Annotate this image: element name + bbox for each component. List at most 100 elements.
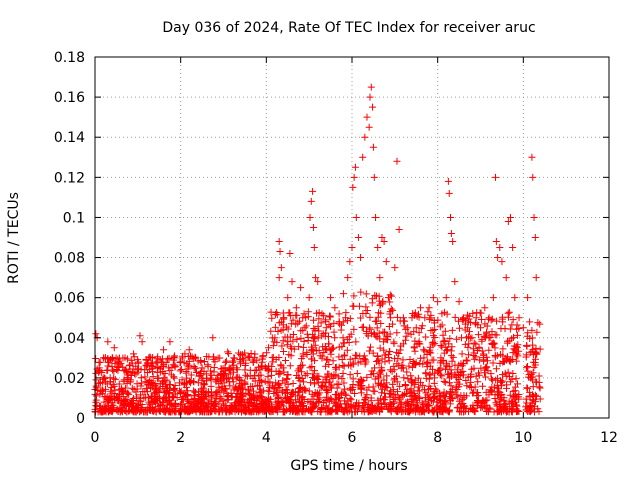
data-point [399,356,407,364]
y-tick-label: 0.06 [54,291,85,307]
data-point [149,353,157,361]
data-point [505,357,513,365]
data-point [401,317,409,325]
data-point [317,384,325,392]
data-point [290,330,298,338]
data-point [425,348,433,356]
data-point [300,310,308,318]
data-point [324,370,332,378]
data-point [324,405,332,413]
data-point [225,364,233,372]
data-point [387,292,395,300]
data-point [378,355,386,363]
data-point [513,350,521,358]
data-point [163,376,171,384]
data-point [134,359,142,367]
data-point [170,386,178,394]
data-point [372,213,380,221]
data-point [464,333,472,341]
data-point [519,324,527,332]
data-point [201,358,209,366]
data-point [138,338,146,346]
data-point [251,354,259,362]
data-point [427,311,435,319]
data-point [352,338,360,346]
data-point [226,382,234,390]
data-point [491,353,499,361]
data-point [509,405,517,413]
data-point [522,351,530,359]
data-point [357,358,365,366]
data-point [108,407,116,415]
data-point [282,406,290,414]
x-tick-label: 12 [600,430,618,446]
data-point [105,395,113,403]
data-point [228,393,236,401]
data-point [367,394,375,402]
data-point [285,309,293,317]
data-point [447,347,455,355]
data-point [398,361,406,369]
data-point [257,376,265,384]
data-point [301,385,309,393]
data-point [448,357,456,365]
data-point [363,113,371,121]
data-point [314,278,322,286]
data-point [191,395,199,403]
data-point [483,353,491,361]
data-point [334,402,342,410]
data-point [509,244,517,252]
data-point [149,368,157,376]
data-point [325,360,333,368]
data-point [467,404,475,412]
data-point [380,395,388,403]
data-point [411,393,419,401]
data-point [501,402,509,410]
data-point [217,365,225,373]
data-point [423,360,431,368]
data-point [528,334,536,342]
data-point [396,346,404,354]
data-point [357,288,365,296]
data-point [393,348,401,356]
data-point [121,366,129,374]
data-point [194,379,202,387]
data-point [207,382,215,390]
data-point [298,374,306,382]
data-point [491,344,499,352]
data-point [155,407,163,415]
data-point [374,244,382,252]
data-point [293,335,301,343]
data-point [488,375,496,383]
data-point [284,294,292,302]
data-point [510,333,518,341]
data-point [374,352,382,360]
data-point [223,396,231,404]
data-point [223,389,231,397]
data-point [531,398,539,406]
data-point [365,347,373,355]
data-point [429,332,437,340]
data-point [309,370,317,378]
data-point [241,379,249,387]
data-point [230,354,238,362]
data-point [215,408,223,416]
data-point [317,319,325,327]
data-point [271,384,279,392]
data-point [482,329,490,337]
data-point [315,372,323,380]
data-point [192,405,200,413]
data-point [325,340,333,348]
data-point [505,398,513,406]
data-point [103,367,111,375]
data-point [275,370,283,378]
data-point [300,337,308,345]
data-point [270,385,278,393]
data-point [144,404,152,412]
data-point [506,391,514,399]
data-point [249,358,257,366]
data-point [365,407,373,415]
data-point [470,349,478,357]
data-point [327,394,335,402]
data-point [281,333,289,341]
